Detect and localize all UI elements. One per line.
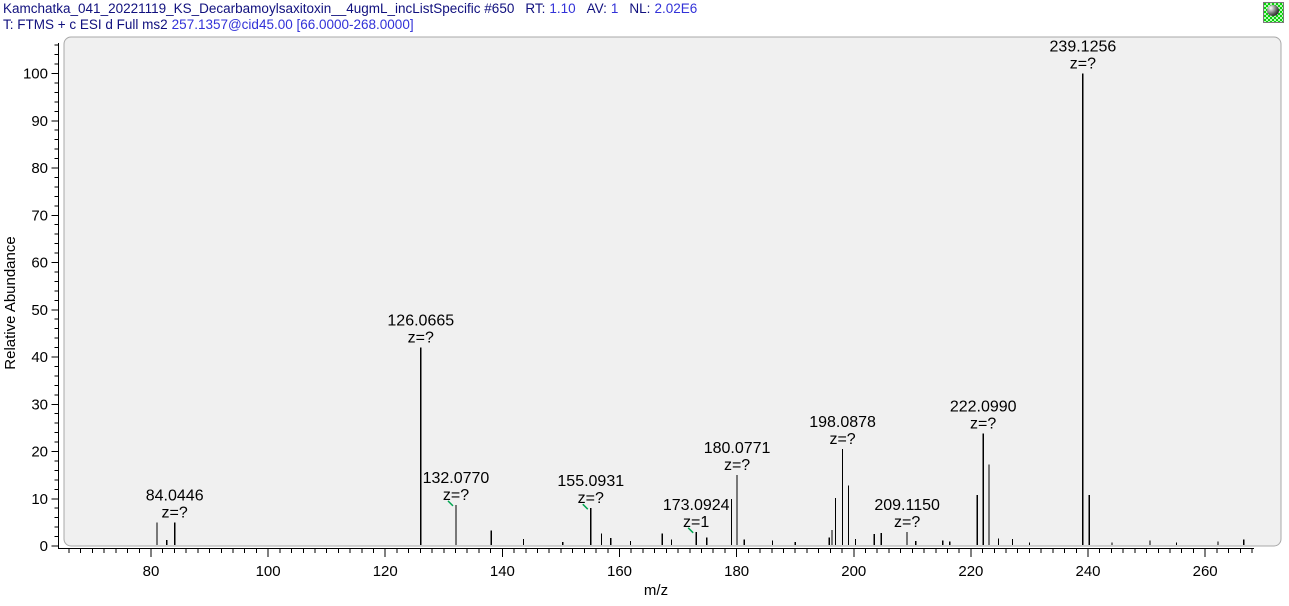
nl-value: 2.02E6: [654, 1, 698, 16]
y-tick-label: 90: [31, 113, 48, 130]
raw-file-name: Kamchatka_041_20221119_KS_Decarbamoylsax…: [3, 1, 515, 16]
plot-area[interactable]: [63, 36, 1282, 547]
peak-charge-label: z=?: [724, 457, 750, 474]
charge-flag-icon: [582, 503, 589, 510]
x-tick-label: 140: [490, 563, 515, 580]
peak-charge-label: z=?: [1070, 56, 1096, 73]
y-axis-title: Relative Abundance: [2, 236, 19, 369]
x-tick-label: 240: [1076, 563, 1101, 580]
x-tick-label: 220: [958, 563, 983, 580]
peak-charge-label: z=?: [970, 416, 996, 433]
rt-label: RT:: [525, 1, 546, 16]
peak-label: 180.0771: [704, 440, 771, 457]
y-tick-label: 50: [31, 302, 48, 319]
peak-label: 198.0878: [809, 414, 876, 431]
peak-label: 222.0990: [950, 399, 1017, 416]
y-tick-label: 70: [31, 207, 48, 224]
y-tick-label: 40: [31, 349, 48, 366]
y-tick-label: 10: [31, 491, 48, 508]
av-value: 1: [610, 1, 619, 16]
x-axis-title: m/z: [644, 582, 668, 599]
x-tick-label: 260: [1193, 563, 1218, 580]
y-tick-label: 30: [31, 396, 48, 413]
rt-value: 1.10: [549, 1, 576, 16]
scan-header-line1: Kamchatka_041_20221119_KS_Decarbamoylsax…: [3, 1, 697, 17]
peak-charge-label: z=?: [443, 487, 469, 504]
pin-ball-icon: [1267, 5, 1279, 16]
charge-flag-icon: [687, 527, 694, 534]
scan-header: Kamchatka_041_20221119_KS_Decarbamoylsax…: [3, 1, 697, 33]
peak-label: 209.1150: [874, 497, 940, 514]
av-label: AV:: [586, 1, 607, 16]
peak-charge-label: z=?: [578, 490, 604, 507]
scan-filter-value: 257.1357@cid45.00 [66.0000-268.0000]: [171, 17, 414, 32]
x-tick-label: 120: [373, 563, 398, 580]
peak-charge-label: z=?: [894, 514, 920, 531]
x-tick-label: 200: [841, 563, 866, 580]
peak-charge-label: z=?: [162, 504, 188, 521]
x-tick-label: 100: [256, 563, 281, 580]
peak-label: 126.0665: [387, 313, 454, 330]
peak-charge-label: z=?: [829, 431, 855, 448]
scan-filter-prefix: T: FTMS + c ESI d Full ms2: [3, 17, 168, 32]
y-tick-label: 20: [31, 444, 48, 461]
charge-flag-icon: [447, 500, 454, 507]
y-tick-label: 0: [40, 538, 48, 555]
peak-label: 173.0924: [663, 497, 730, 514]
x-tick-label: 160: [607, 563, 632, 580]
nl-label: NL:: [629, 1, 651, 16]
peak-charge-label: z=1: [683, 514, 709, 531]
y-tick-label: 100: [23, 66, 48, 83]
peak-label: 239.1256: [1050, 39, 1117, 56]
x-tick-label: 180: [724, 563, 749, 580]
y-tick-label: 60: [31, 255, 48, 272]
peak-label: 84.0446: [146, 487, 204, 504]
peak-charge-label: z=?: [408, 330, 434, 347]
x-tick-label: 80: [143, 563, 160, 580]
pin-icon[interactable]: [1263, 2, 1284, 23]
scan-filter-line: T: FTMS + c ESI d Full ms2 257.1357@cid45…: [3, 17, 697, 33]
peak-label: 155.0931: [557, 473, 624, 490]
y-tick-label: 80: [31, 160, 48, 177]
peak-label: 132.0770: [423, 470, 490, 487]
